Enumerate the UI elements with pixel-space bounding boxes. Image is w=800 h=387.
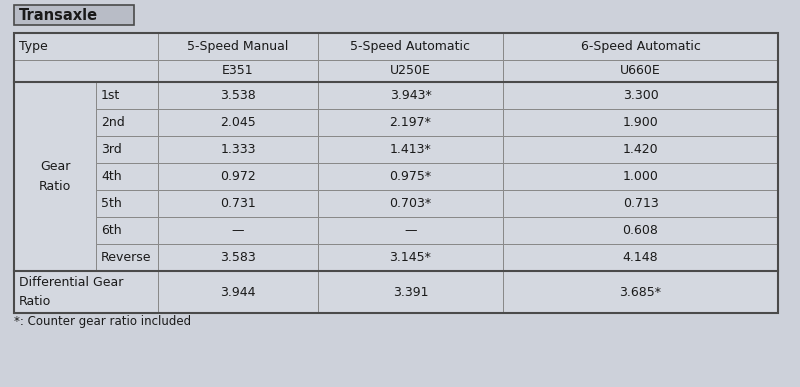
- Bar: [96, 190, 158, 217]
- Bar: [14, 60, 158, 82]
- Text: 1.333: 1.333: [220, 143, 256, 156]
- Bar: [14, 5, 134, 25]
- Bar: [318, 136, 503, 163]
- Text: 4.148: 4.148: [622, 251, 658, 264]
- Text: Gear
Ratio: Gear Ratio: [39, 159, 71, 194]
- Bar: [318, 109, 503, 136]
- Text: 2nd: 2nd: [101, 116, 125, 129]
- Bar: [318, 271, 503, 313]
- Text: Transaxle: Transaxle: [19, 7, 98, 22]
- Bar: [96, 163, 158, 190]
- Bar: [96, 217, 158, 244]
- Bar: [318, 82, 503, 109]
- Bar: [158, 163, 318, 190]
- Text: *: Counter gear ratio included: *: Counter gear ratio included: [14, 315, 191, 328]
- Bar: [503, 33, 778, 60]
- Bar: [14, 33, 778, 313]
- Bar: [96, 244, 158, 271]
- Bar: [158, 109, 318, 136]
- Bar: [14, 33, 158, 60]
- Text: 0.713: 0.713: [622, 197, 658, 210]
- Bar: [158, 82, 318, 109]
- Text: 3.391: 3.391: [393, 286, 428, 298]
- Text: Reverse: Reverse: [101, 251, 151, 264]
- Bar: [503, 271, 778, 313]
- Text: 3.943*: 3.943*: [390, 89, 431, 102]
- Bar: [503, 244, 778, 271]
- Text: —: —: [404, 224, 417, 237]
- Text: 0.972: 0.972: [220, 170, 256, 183]
- Text: 1.000: 1.000: [622, 170, 658, 183]
- Text: 3.583: 3.583: [220, 251, 256, 264]
- Bar: [158, 60, 318, 82]
- Text: 2.045: 2.045: [220, 116, 256, 129]
- Text: 3.944: 3.944: [220, 286, 256, 298]
- Text: Differential Gear
Ratio: Differential Gear Ratio: [19, 276, 123, 308]
- Text: 4th: 4th: [101, 170, 122, 183]
- Text: 3.300: 3.300: [622, 89, 658, 102]
- Bar: [158, 33, 318, 60]
- Text: —: —: [232, 224, 244, 237]
- Bar: [503, 163, 778, 190]
- Text: 5-Speed Manual: 5-Speed Manual: [187, 40, 289, 53]
- Text: 1st: 1st: [101, 89, 120, 102]
- Bar: [318, 33, 503, 60]
- Text: E351: E351: [222, 65, 254, 77]
- Bar: [318, 163, 503, 190]
- Text: 0.608: 0.608: [622, 224, 658, 237]
- Text: 3.685*: 3.685*: [619, 286, 662, 298]
- Text: 1.413*: 1.413*: [390, 143, 431, 156]
- Bar: [503, 136, 778, 163]
- Text: 5th: 5th: [101, 197, 122, 210]
- Text: 2.197*: 2.197*: [390, 116, 431, 129]
- Bar: [503, 82, 778, 109]
- Bar: [96, 82, 158, 109]
- Text: Type: Type: [19, 40, 48, 53]
- Bar: [158, 244, 318, 271]
- Text: U660E: U660E: [620, 65, 661, 77]
- Text: 3.145*: 3.145*: [390, 251, 431, 264]
- Bar: [503, 109, 778, 136]
- Text: 1.420: 1.420: [622, 143, 658, 156]
- Text: 0.975*: 0.975*: [390, 170, 431, 183]
- Bar: [318, 217, 503, 244]
- Text: 3rd: 3rd: [101, 143, 122, 156]
- Text: 0.703*: 0.703*: [390, 197, 431, 210]
- Text: 5-Speed Automatic: 5-Speed Automatic: [350, 40, 470, 53]
- Bar: [158, 190, 318, 217]
- Bar: [318, 190, 503, 217]
- Text: 6-Speed Automatic: 6-Speed Automatic: [581, 40, 701, 53]
- Text: 0.731: 0.731: [220, 197, 256, 210]
- Bar: [503, 190, 778, 217]
- Bar: [318, 60, 503, 82]
- Bar: [14, 82, 96, 271]
- Bar: [96, 136, 158, 163]
- Text: 3.538: 3.538: [220, 89, 256, 102]
- Text: 1.900: 1.900: [622, 116, 658, 129]
- Bar: [158, 271, 318, 313]
- Bar: [14, 271, 158, 313]
- Bar: [318, 244, 503, 271]
- Bar: [503, 60, 778, 82]
- Bar: [158, 136, 318, 163]
- Text: U250E: U250E: [390, 65, 431, 77]
- Text: 6th: 6th: [101, 224, 122, 237]
- Bar: [96, 109, 158, 136]
- Bar: [503, 217, 778, 244]
- Bar: [158, 217, 318, 244]
